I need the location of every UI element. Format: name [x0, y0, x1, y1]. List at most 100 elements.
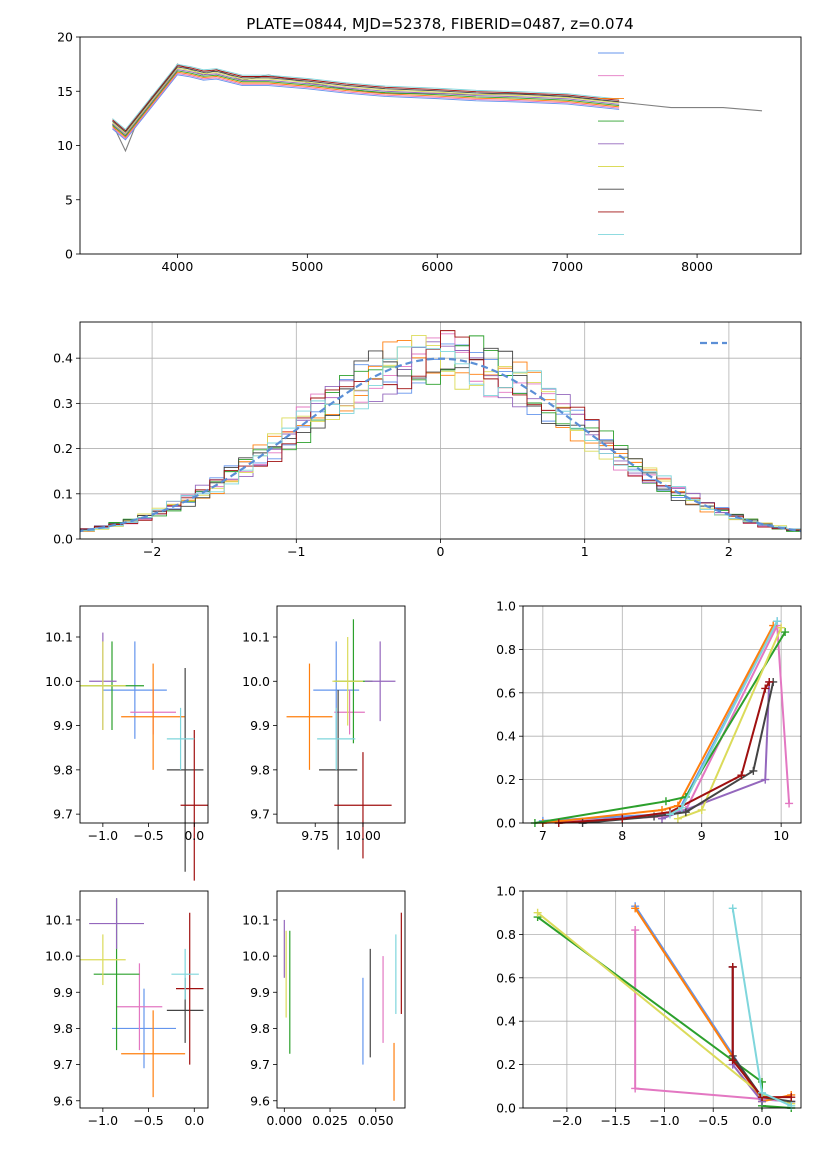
error-bar-point — [121, 663, 186, 770]
age_vs_mass-panel — [277, 606, 405, 823]
mass-weight-marker — [697, 805, 706, 814]
error-bar-point — [334, 690, 365, 735]
x-tick-label: −0.5 — [133, 1113, 163, 1128]
error-bar-point — [102, 641, 167, 739]
y-tick-label: 9.8 — [53, 762, 73, 777]
y-tick-label: 10 — [57, 138, 73, 153]
massweight_vs_z-panel — [523, 890, 801, 1109]
mass-weight-marker — [777, 623, 786, 632]
x-tick-label: 0 — [437, 544, 445, 559]
massweight_vs_age-plot-area — [523, 606, 801, 823]
mass-weight-marker — [665, 810, 674, 819]
y-tick-label: 9.7 — [53, 807, 73, 822]
y-tick-label: 5 — [65, 192, 73, 207]
y-tick-label: 9.7 — [250, 1057, 270, 1072]
model-spectrum-line — [112, 66, 620, 133]
x-tick-label: 0.025 — [312, 1113, 348, 1128]
y-tick-label: 9.7 — [250, 807, 270, 822]
spectrum-title: PLATE=0844, MJD=52378, FIBERID=0487, z=0… — [246, 15, 633, 33]
y-tick-label: 0.0 — [496, 816, 516, 831]
age_vs_z-plot-area — [80, 606, 208, 823]
error-bar-point — [80, 641, 126, 730]
age_vs_z-frame — [79, 605, 209, 824]
mass-weight-series — [665, 617, 782, 819]
model-spectrum-line — [112, 72, 620, 140]
y-tick-label: 0.0 — [496, 1101, 516, 1116]
error-bar-point — [112, 988, 176, 1069]
x-tick-label: 8 — [618, 828, 626, 843]
mass-weight-marker — [728, 1056, 737, 1065]
x-tick-label: 0.050 — [358, 1113, 394, 1128]
x-tick-label: 0.0 — [752, 1113, 772, 1128]
y-tick-label: 0.2 — [496, 772, 516, 787]
x-tick-label: 8000 — [681, 259, 713, 274]
x-tick-label: −1.0 — [649, 1113, 679, 1128]
mass-weight-marker — [781, 628, 790, 637]
y-tick-label: 0.1 — [53, 486, 73, 501]
mass_vs_z-content — [80, 898, 204, 1098]
massweight_vs_z-frame — [522, 890, 802, 1109]
x-tick-label: 0.000 — [266, 1113, 302, 1128]
age_vs_mass-content — [286, 619, 396, 859]
model-spectrum-line — [112, 63, 620, 131]
model-spectrum-line — [112, 71, 620, 138]
y-tick-label: 10.0 — [242, 674, 270, 689]
mass-weight-line — [542, 625, 775, 824]
mass-weight-marker — [631, 904, 640, 913]
x-tick-label: −2.0 — [552, 1113, 582, 1128]
error-bar-point — [332, 637, 363, 726]
mass-weight-marker — [681, 808, 690, 817]
error-bar-point — [364, 641, 396, 722]
y-tick-label: 9.6 — [53, 1093, 73, 1108]
age_vs_z-content — [80, 632, 208, 881]
x-tick-label: 2 — [725, 544, 733, 559]
massweight_vs_age-frame — [522, 605, 802, 824]
x-tick-label: −1.5 — [600, 1113, 630, 1128]
model-spectrum-line — [112, 69, 620, 136]
age_vs_z-panel — [80, 606, 208, 823]
y-tick-label: 0.2 — [496, 1057, 516, 1072]
error-bar-point — [286, 663, 333, 770]
y-tick-label: 9.8 — [250, 1021, 270, 1036]
mass-weight-marker — [761, 684, 770, 693]
x-tick-label: 0.0 — [184, 1113, 204, 1128]
y-tick-label: 0 — [65, 247, 73, 262]
mass-weight-line — [731, 966, 792, 1099]
massweight_vs_z-plot-area — [523, 891, 801, 1108]
mass-weight-marker — [728, 904, 737, 913]
mass-weight-marker — [757, 1088, 766, 1097]
spectrum-panel — [80, 37, 801, 254]
mass-weight-series — [728, 962, 796, 1102]
mass-weight-marker — [618, 814, 627, 823]
mass-weight-line — [534, 631, 786, 824]
spectrum-plot-area — [80, 37, 801, 254]
model-spectrum-line — [112, 70, 620, 137]
y-tick-label: 1.0 — [496, 599, 516, 614]
mass-weight-marker — [785, 799, 794, 808]
y-tick-label: 10.1 — [242, 630, 270, 645]
mass-weight-marker — [749, 766, 758, 775]
mass-weight-marker — [631, 1084, 640, 1093]
residual-histogram-step — [80, 347, 801, 534]
mass_vs_ebv-content — [283, 912, 402, 1101]
y-tick-label: 0.8 — [496, 927, 516, 942]
massweight_vs_z-content — [533, 902, 796, 1112]
x-tick-label: 4000 — [162, 259, 194, 274]
y-tick-label: 0.4 — [53, 351, 73, 366]
model-spectrum-line — [112, 67, 620, 134]
mass-weight-marker — [737, 771, 746, 780]
x-tick-label: −0.5 — [133, 828, 163, 843]
error-bar-point — [121, 1010, 186, 1098]
y-tick-label: 10.0 — [45, 674, 73, 689]
y-tick-label: 10.1 — [45, 912, 73, 927]
y-tick-label: 9.8 — [250, 762, 270, 777]
y-tick-label: 1.0 — [496, 884, 516, 899]
x-tick-label: 6000 — [421, 259, 453, 274]
massweight_vs_age-content — [530, 617, 794, 827]
massweight_vs_age-panel — [523, 605, 801, 824]
age_vs_mass-frame — [276, 605, 406, 824]
y-tick-label: 10.1 — [242, 912, 270, 927]
y-tick-label: 0.0 — [53, 532, 73, 547]
mass_vs_ebv-frame — [276, 890, 406, 1109]
